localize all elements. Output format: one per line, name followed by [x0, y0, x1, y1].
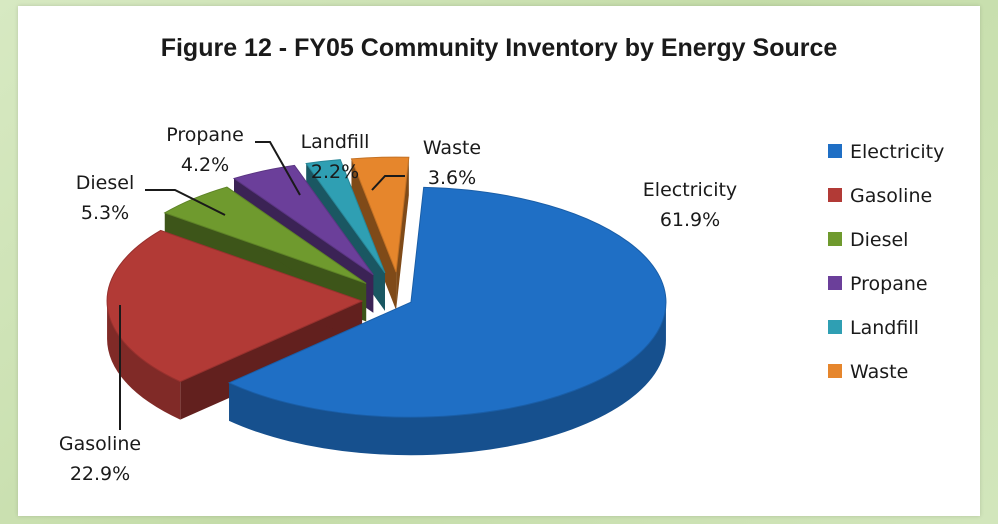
legend-item-propane: Propane	[828, 273, 928, 295]
legend-item-landfill: Landfill	[828, 317, 919, 339]
legend-swatch-propane	[828, 276, 842, 290]
data-label-category-electricity: Electricity	[643, 179, 737, 201]
data-label-category-landfill: Landfill	[301, 131, 370, 153]
slice-top-gasoline	[106, 229, 364, 383]
data-label-value-landfill: 2.2%	[311, 161, 359, 183]
legend-item-electricity: Electricity	[828, 141, 944, 163]
slice-top-waste	[350, 156, 410, 273]
slice-gasoline	[106, 229, 364, 420]
slice-wall-waste-1	[396, 157, 409, 311]
legend-swatch-gasoline	[828, 188, 842, 202]
data-label-category-gasoline: Gasoline	[59, 433, 141, 455]
slice-top-landfill	[305, 159, 386, 274]
data-label-value-electricity: 61.9%	[660, 209, 720, 231]
leader-line-diesel	[145, 189, 226, 216]
slice-wall-gasoline-0	[180, 300, 363, 420]
legend-label-propane: Propane	[850, 273, 928, 295]
legend-label-electricity: Electricity	[850, 141, 944, 163]
chart-title: Figure 12 - FY05 Community Inventory by …	[160, 34, 838, 62]
data-label-category-propane: Propane	[166, 124, 244, 146]
legend-swatch-diesel	[828, 232, 842, 246]
leader-line-waste	[371, 175, 405, 191]
legend-label-waste: Waste	[850, 361, 908, 383]
legend-swatch-electricity	[828, 144, 842, 158]
data-label-value-diesel: 5.3%	[81, 202, 129, 224]
slice-top-propane	[232, 164, 374, 276]
slice-electricity	[227, 186, 667, 456]
legend-item-diesel: Diesel	[828, 229, 908, 251]
slice-rim-electricity	[229, 302, 666, 456]
legend-label-diesel: Diesel	[850, 229, 908, 251]
legend-swatch-waste	[828, 364, 842, 378]
legend-label-gasoline: Gasoline	[850, 185, 932, 207]
slice-rim-gasoline	[107, 300, 181, 420]
data-label-value-gasoline: 22.9%	[70, 463, 130, 485]
legend-item-gasoline: Gasoline	[828, 185, 932, 207]
leader-line-propane	[255, 141, 301, 196]
slice-top-electricity	[227, 186, 667, 418]
data-label-category-diesel: Diesel	[76, 172, 134, 194]
legend-item-waste: Waste	[828, 361, 908, 383]
data-label-value-waste: 3.6%	[428, 167, 476, 189]
legend-swatch-landfill	[828, 320, 842, 334]
data-label-category-waste: Waste	[423, 137, 481, 159]
legend-label-landfill: Landfill	[850, 317, 919, 339]
data-label-value-propane: 4.2%	[181, 154, 229, 176]
